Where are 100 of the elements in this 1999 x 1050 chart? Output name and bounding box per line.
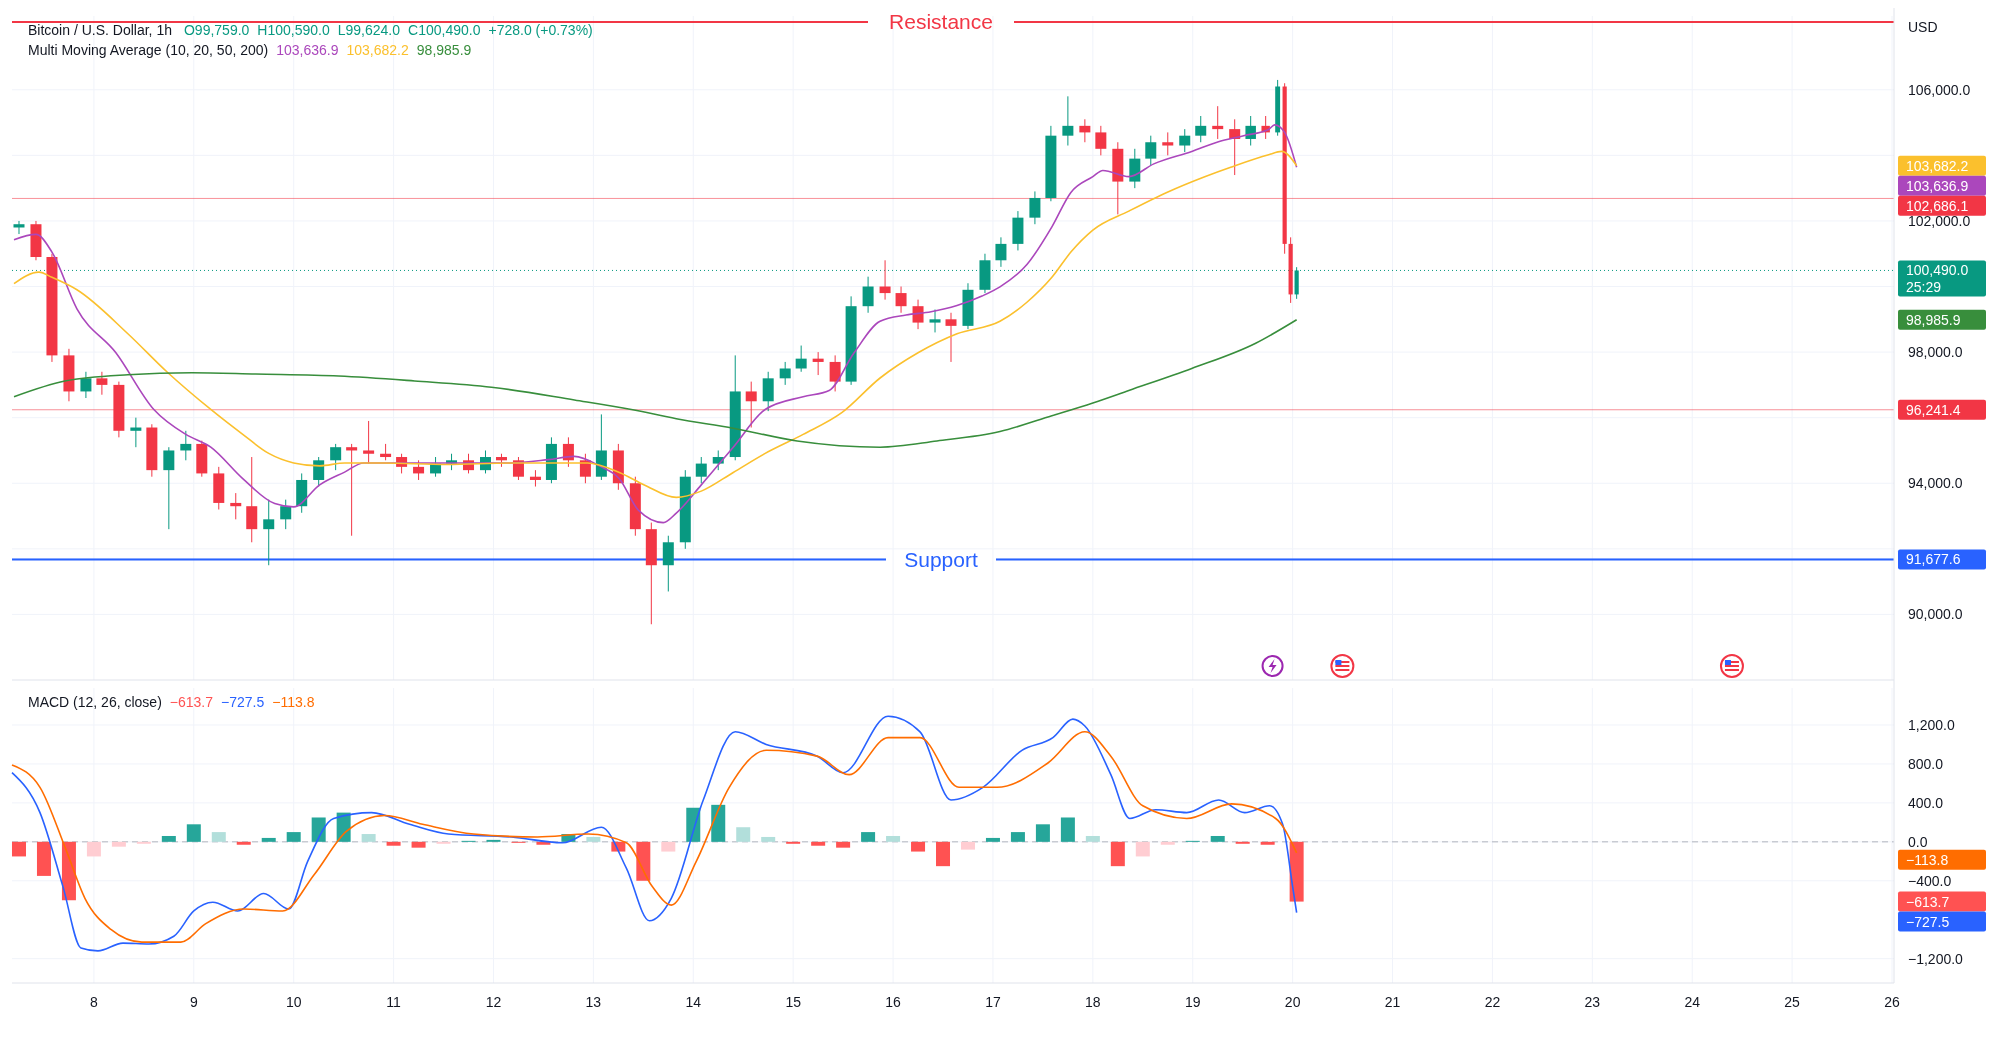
text: −727.5 bbox=[1906, 913, 1950, 930]
bar bbox=[386, 841, 401, 846]
candlestick bbox=[1145, 135, 1157, 166]
y-tick-label: −400.0 bbox=[1908, 872, 1952, 889]
bar bbox=[536, 841, 551, 845]
ref-line-label: 100,490.0 bbox=[1906, 262, 1969, 279]
ref-line-label: Support bbox=[904, 547, 978, 571]
bar bbox=[1210, 835, 1225, 842]
annotation: 98,985.9 bbox=[416, 42, 472, 58]
bar bbox=[36, 841, 51, 876]
x-tick-label: 15 bbox=[785, 994, 802, 1010]
bar bbox=[886, 835, 901, 842]
candlestick bbox=[662, 535, 674, 592]
candlestick bbox=[246, 456, 258, 543]
bar bbox=[1060, 817, 1075, 842]
candlestick bbox=[413, 459, 425, 481]
bar bbox=[960, 841, 975, 850]
candlestick bbox=[96, 371, 108, 396]
x-tick-label: 16 bbox=[885, 994, 902, 1010]
candlestick bbox=[163, 446, 175, 530]
bar bbox=[736, 827, 751, 842]
bar bbox=[761, 836, 776, 842]
bar bbox=[1085, 835, 1100, 842]
text: 103,636.9 bbox=[1906, 177, 1969, 194]
bar bbox=[111, 841, 126, 847]
candlestick bbox=[695, 456, 707, 484]
bar bbox=[1110, 841, 1125, 867]
y-axis-title: USD bbox=[1908, 19, 1938, 35]
annotation: O99,759.0 bbox=[183, 22, 250, 38]
bar bbox=[311, 817, 326, 842]
candlestick bbox=[363, 420, 375, 465]
annotation: −727.5 bbox=[221, 694, 265, 710]
annotation: C100,490.0 bbox=[408, 22, 481, 38]
candlestick bbox=[795, 345, 807, 373]
x-tick-label: 13 bbox=[585, 994, 602, 1010]
annotation: −613.7 bbox=[169, 694, 214, 710]
annotation: 103,636.9 bbox=[276, 42, 339, 58]
candlestick bbox=[80, 371, 92, 399]
x-tick-label: 26 bbox=[1884, 994, 1900, 1010]
y-tick-label: 400.0 bbox=[1908, 794, 1944, 811]
x-tick-label: 18 bbox=[1085, 994, 1101, 1010]
y-tick-label: 106,000.0 bbox=[1908, 81, 1971, 98]
annotation: −113.8 bbox=[272, 694, 315, 710]
x-tick-label: 9 bbox=[189, 994, 198, 1010]
candlestick bbox=[313, 456, 325, 488]
candlestick bbox=[280, 499, 292, 530]
candlestick bbox=[13, 220, 25, 235]
y-tick-label: 1,200.0 bbox=[1908, 717, 1955, 733]
bar bbox=[236, 841, 251, 845]
y-tick-label: 94,000.0 bbox=[1908, 475, 1963, 492]
bar bbox=[861, 832, 876, 842]
text: −613.7 bbox=[1906, 893, 1950, 910]
candlestick bbox=[263, 499, 275, 566]
candlestick bbox=[1195, 115, 1207, 143]
candlestick bbox=[1162, 131, 1174, 156]
candlestick bbox=[1179, 128, 1191, 153]
candlestick bbox=[862, 276, 874, 314]
chart-title: MACD (12, 26, close) bbox=[28, 694, 162, 710]
text: −113.8 bbox=[1906, 851, 1949, 868]
candlestick bbox=[995, 236, 1007, 268]
bar bbox=[711, 804, 726, 842]
candlestick bbox=[879, 259, 891, 301]
y-tick-label: 0.0 bbox=[1908, 833, 1928, 850]
bar bbox=[1289, 841, 1304, 902]
y-tick-label: 102,000.0 bbox=[1908, 212, 1971, 229]
y-tick-label: 98,000.0 bbox=[1908, 344, 1963, 361]
bar bbox=[1135, 841, 1150, 857]
x-tick-label: 21 bbox=[1384, 994, 1401, 1010]
candlestick bbox=[762, 371, 774, 412]
x-tick-label: 23 bbox=[1584, 994, 1601, 1010]
candlestick bbox=[330, 443, 342, 471]
bar bbox=[261, 837, 276, 842]
bar bbox=[1035, 824, 1050, 842]
x-tick-label: 24 bbox=[1684, 994, 1701, 1010]
bar bbox=[985, 837, 1000, 842]
candlestick bbox=[1029, 190, 1041, 225]
bar bbox=[211, 832, 226, 842]
y-tick-label: 90,000.0 bbox=[1908, 606, 1963, 623]
ref-line-label: 102,686.1 bbox=[1906, 197, 1969, 214]
candlestick bbox=[230, 492, 242, 520]
bar bbox=[1010, 832, 1025, 842]
ref-line-label: 96,241.4 bbox=[1906, 401, 1961, 418]
text: 98,985.9 bbox=[1906, 311, 1961, 328]
text: Multi Moving Average (10, 20, 50, 200) bbox=[28, 42, 269, 58]
x-tick-label: 17 bbox=[985, 994, 1001, 1010]
annotation: +728.0 (+0.73%) bbox=[488, 22, 593, 38]
candlestick bbox=[1129, 148, 1141, 189]
candlestick bbox=[745, 381, 757, 429]
x-tick-label: 12 bbox=[485, 994, 502, 1010]
candlestick bbox=[779, 361, 791, 386]
bar bbox=[661, 841, 676, 852]
ref-line-label: Resistance bbox=[889, 10, 993, 34]
candlestick bbox=[1212, 105, 1224, 140]
bar bbox=[586, 836, 601, 842]
bar bbox=[161, 835, 176, 842]
line-series bbox=[13, 318, 1298, 448]
candlestick bbox=[929, 308, 941, 333]
x-tick-label: 20 bbox=[1284, 994, 1301, 1010]
ref-line-label: 91,677.6 bbox=[1906, 551, 1961, 568]
candlestick bbox=[812, 351, 824, 376]
